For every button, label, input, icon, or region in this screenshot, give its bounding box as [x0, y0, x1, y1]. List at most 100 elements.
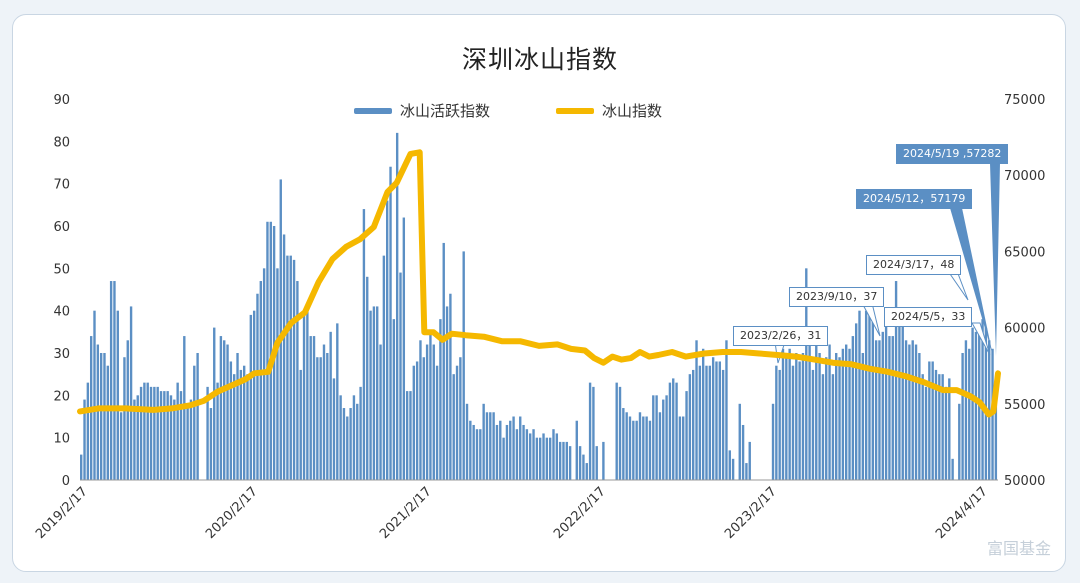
bar [495, 424, 499, 480]
bar [299, 369, 302, 480]
bar [555, 433, 559, 480]
bar [193, 365, 196, 480]
bar [103, 353, 106, 480]
annotation-pointer [971, 322, 991, 356]
bar [532, 429, 535, 480]
bar [176, 382, 179, 480]
bar [139, 386, 143, 480]
bar [502, 437, 505, 480]
bar [146, 382, 149, 480]
y-left-tick-label: 80 [53, 135, 70, 150]
bar [425, 344, 429, 480]
bar [828, 344, 831, 480]
bar [815, 340, 818, 480]
bar [266, 221, 269, 480]
bar [252, 310, 256, 480]
bar [356, 403, 359, 480]
bar [329, 331, 332, 480]
y-left-tick-label: 70 [53, 178, 70, 193]
line-series [77, 149, 1001, 418]
bar [701, 348, 705, 480]
bar [109, 281, 113, 480]
annotation-label: 2024/3/17，48 [866, 255, 962, 275]
legend-label-line: 冰山指数 [602, 102, 663, 120]
bar [153, 386, 156, 480]
legend-item-line: 冰山指数 [556, 100, 662, 121]
bar [233, 374, 236, 480]
bar [515, 429, 519, 480]
bar [652, 395, 655, 480]
bar [801, 353, 805, 480]
bar [778, 369, 781, 480]
bar [728, 450, 731, 480]
bar [721, 369, 725, 480]
bar [462, 251, 465, 480]
bar [173, 399, 176, 480]
bar [638, 412, 642, 480]
bar [389, 166, 392, 481]
bar [80, 454, 83, 480]
annotation-pointer [861, 302, 881, 337]
bar [419, 340, 422, 480]
bar [133, 399, 136, 480]
bar [868, 302, 871, 480]
annotation-pointers [774, 163, 1000, 364]
bar [904, 340, 908, 480]
bar [552, 429, 555, 480]
bar [791, 365, 795, 480]
bar [771, 403, 775, 480]
bar [745, 463, 748, 480]
bar [618, 386, 622, 480]
bar [509, 420, 512, 480]
bar [542, 433, 545, 480]
bar [648, 420, 652, 480]
bar [482, 403, 485, 480]
bar [924, 386, 928, 480]
bar [578, 446, 582, 480]
bar [888, 336, 891, 480]
bar [961, 353, 964, 480]
bar [359, 386, 362, 480]
bar [938, 374, 941, 480]
x-tick-label: 2019/2/17 [33, 484, 91, 542]
bar [838, 357, 841, 480]
bar [286, 255, 289, 480]
bar [242, 365, 246, 480]
legend-label-bar: 冰山活跃指数 [400, 102, 491, 120]
bar [795, 353, 798, 480]
bar [785, 357, 788, 480]
bar [825, 357, 828, 480]
bar [372, 306, 376, 480]
bar [129, 306, 133, 480]
bar [718, 361, 721, 480]
bar [658, 412, 662, 480]
bar [309, 336, 312, 480]
bar [239, 369, 243, 480]
bar [628, 416, 632, 480]
bar [662, 399, 665, 480]
x-tick-label: 2022/2/17 [551, 484, 609, 542]
bar [928, 361, 931, 480]
bar [322, 344, 326, 480]
bar [256, 293, 259, 480]
bar [984, 327, 988, 480]
bar [93, 310, 96, 480]
bar [259, 281, 262, 480]
bar [831, 374, 835, 480]
bar [971, 327, 974, 480]
bar [409, 391, 412, 480]
bar [512, 416, 515, 480]
bar [246, 374, 249, 480]
bar [558, 441, 562, 480]
bar [346, 416, 349, 480]
bar [738, 403, 741, 480]
bar [236, 353, 239, 480]
bar [968, 348, 971, 480]
bar [884, 323, 888, 480]
legend: 冰山活跃指数 冰山指数 [0, 100, 1080, 124]
x-axis: 2019/2/17 2020/2/17 2021/2/17 2022/2/17 2023… [33, 479, 998, 542]
bar [871, 319, 874, 480]
bar [741, 424, 745, 480]
bar [119, 412, 123, 480]
